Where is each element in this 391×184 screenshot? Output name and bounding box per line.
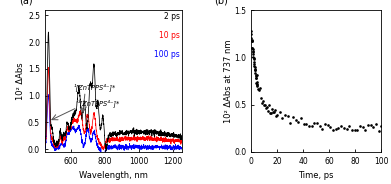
Text: 100 ps: 100 ps	[154, 50, 179, 59]
X-axis label: Time, ps: Time, ps	[298, 171, 334, 180]
Text: (a): (a)	[19, 0, 32, 6]
Text: ³[ZnTPPS⁴⁻]*: ³[ZnTPPS⁴⁻]*	[78, 99, 121, 107]
Text: ¹[ZnTPPS⁴⁻]*: ¹[ZnTPPS⁴⁻]*	[74, 83, 117, 91]
Text: 10 ps: 10 ps	[159, 31, 179, 40]
Text: (b): (b)	[215, 0, 228, 6]
X-axis label: Wavelength, nm: Wavelength, nm	[79, 171, 148, 180]
Y-axis label: 10² ΔAbs: 10² ΔAbs	[16, 62, 25, 100]
Y-axis label: 10² ΔAbs at 737 nm: 10² ΔAbs at 737 nm	[224, 39, 233, 123]
Text: 2 ps: 2 ps	[163, 12, 179, 21]
